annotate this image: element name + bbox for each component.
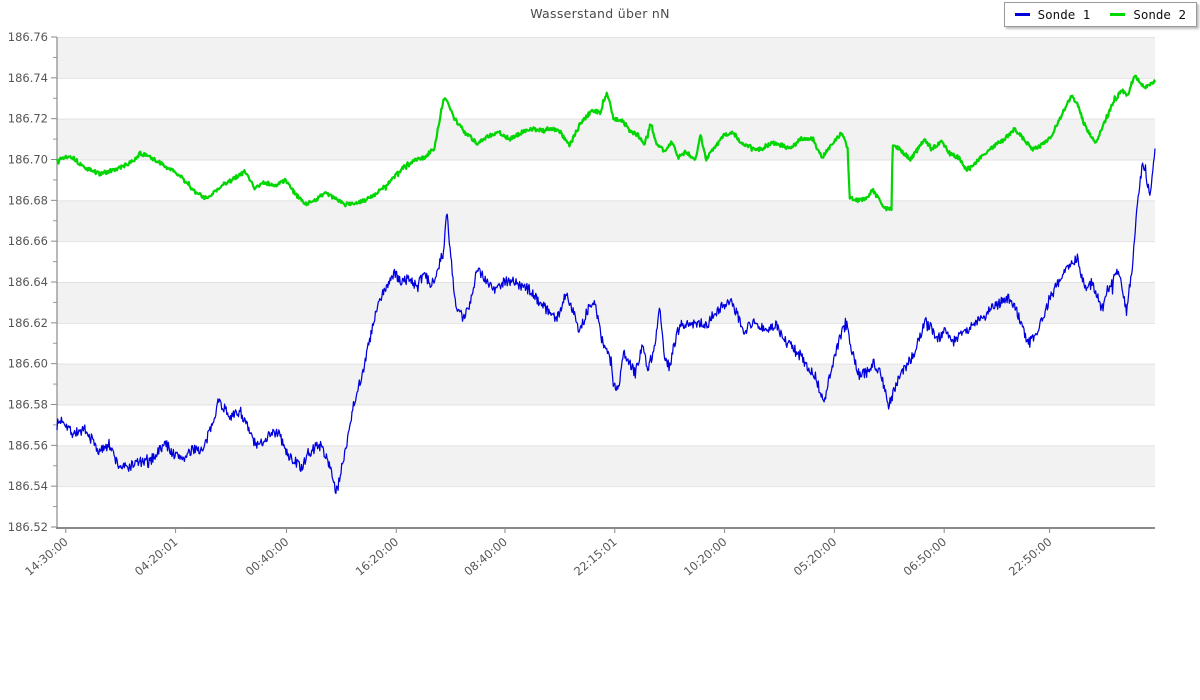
y-tick-label: 186.54	[8, 479, 48, 493]
y-tick-label: 186.64	[8, 275, 48, 289]
legend-item-sonde-2: Sonde 2	[1110, 7, 1186, 22]
x-tick-label: 04:20:01	[132, 535, 181, 579]
legend-swatch-sonde-2-icon	[1110, 13, 1126, 16]
y-tick-label: 186.68	[8, 193, 48, 207]
x-tick-label: 08:40:00	[461, 535, 510, 579]
y-tick-label: 186.74	[8, 71, 48, 85]
series-line-sonde-2	[55, 74, 1157, 212]
legend-label-sonde-2: Sonde 2	[1133, 7, 1186, 22]
x-tick-label: 22:15:01	[571, 535, 620, 579]
y-tick-label: 186.52	[8, 520, 48, 534]
y-tick-label: 186.60	[8, 357, 48, 371]
x-tick-label: 06:50:00	[901, 535, 950, 579]
y-tick-label: 186.62	[8, 316, 48, 330]
plot-area: 186.52 186.54 186.56 186.58 186.60 186.62 186.…	[8, 30, 1157, 579]
y-tick-label: 186.58	[8, 398, 48, 412]
y-tick-label: 186.76	[8, 30, 48, 44]
series-line-sonde-1	[56, 148, 1156, 495]
legend-label-sonde-1: Sonde 1	[1037, 7, 1091, 22]
legend-swatch-sonde-1-icon	[1014, 13, 1030, 16]
x-tick-label: 00:40:00	[243, 535, 292, 579]
legend: Sonde 1 Sonde 2	[1003, 2, 1197, 27]
y-tick-label: 186.70	[8, 153, 48, 167]
x-tick-label: 14:30:00	[22, 535, 71, 579]
x-tick-label: 05:20:00	[791, 535, 840, 579]
x-tick-label: 10:20:00	[681, 535, 730, 579]
y-tick-label: 186.72	[8, 112, 48, 126]
y-tick-label: 186.66	[8, 234, 48, 248]
legend-item-sonde-1: Sonde 1	[1014, 7, 1091, 22]
x-tick-label: 16:20:00	[353, 535, 402, 579]
chart-title: Wasserstand über nN	[530, 6, 670, 21]
y-tick-label: 186.56	[8, 438, 48, 452]
x-tick-label: 22:50:00	[1006, 535, 1055, 579]
